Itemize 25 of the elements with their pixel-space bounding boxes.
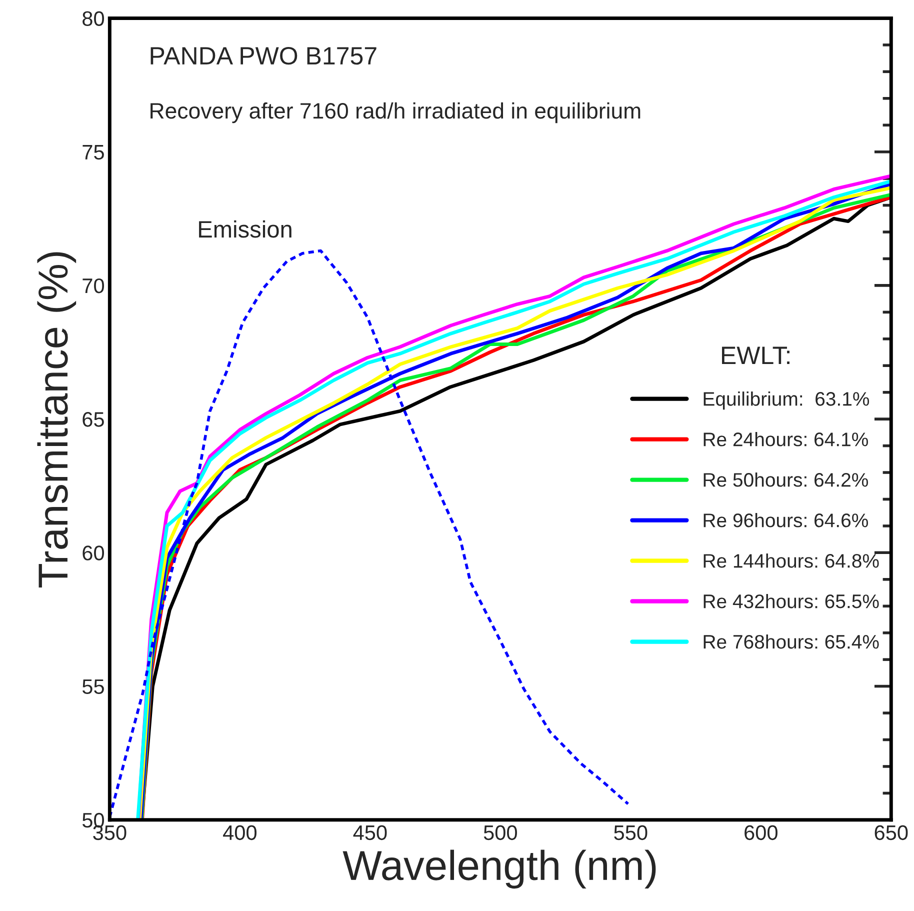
y-tick-label: 70 bbox=[82, 278, 104, 294]
y-tick-label: 65 bbox=[82, 412, 104, 427]
legend-label: Re 432hours: 65.5% bbox=[704, 594, 879, 608]
legend-title: EWLT: bbox=[722, 346, 790, 364]
legend-label: Re 50hours: 64.2% bbox=[704, 472, 868, 487]
x-tick-label: 650 bbox=[874, 825, 908, 840]
y-tick-label: 60 bbox=[82, 546, 104, 560]
x-tick-label: 450 bbox=[353, 825, 387, 840]
legend-label: Re 24hours: 64.1% bbox=[704, 432, 868, 446]
series-label: Emission bbox=[199, 220, 292, 238]
y-tick-label: 80 bbox=[82, 11, 104, 26]
x-tick-label: 550 bbox=[614, 825, 648, 840]
legend-label: Re 768hours: 65.4% bbox=[704, 634, 879, 649]
text: PANDA PWO B1757 bbox=[150, 46, 376, 65]
x-tick-label: 500 bbox=[484, 825, 517, 840]
legend-label: Re 144hours: 64.8% bbox=[704, 553, 879, 568]
x-tick-label: 600 bbox=[744, 825, 778, 840]
legend-label: Equilibrium: 63.1% bbox=[704, 392, 870, 410]
y-tick-label: 55 bbox=[82, 680, 104, 694]
x-axis-title: Wavelength (nm) bbox=[342, 850, 656, 889]
legend-label: Re 96hours: 64.6% bbox=[704, 513, 868, 528]
text: Recovery after 7160 rad/h irradiated in equilibrium bbox=[150, 102, 640, 124]
y-axis-title: Transmittance (%) bbox=[37, 252, 76, 588]
x-tick-label: 400 bbox=[223, 825, 256, 840]
y-tick-label: 75 bbox=[82, 145, 104, 160]
